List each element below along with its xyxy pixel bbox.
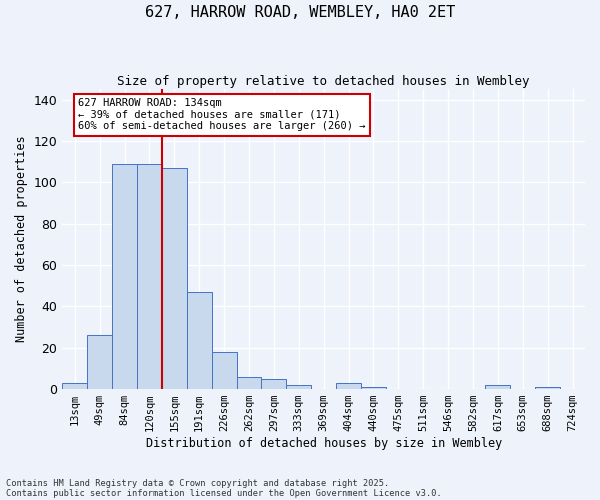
Bar (87, 336, 112, 389)
Bar (286, 385, 311, 389)
Bar (162, 168, 187, 389)
Bar (187, 292, 212, 389)
Bar (535, 387, 560, 389)
Text: 627, HARROW ROAD, WEMBLEY, HA0 2ET: 627, HARROW ROAD, WEMBLEY, HA0 2ET (145, 5, 455, 20)
Bar (112, 164, 137, 389)
Bar (262, 378, 286, 389)
Title: Size of property relative to detached houses in Wembley: Size of property relative to detached ho… (118, 75, 530, 88)
Text: 627 HARROW ROAD: 134sqm
← 39% of detached houses are smaller (171)
60% of semi-d: 627 HARROW ROAD: 134sqm ← 39% of detache… (78, 98, 365, 132)
Bar (236, 376, 262, 389)
Bar (137, 164, 162, 389)
Bar (361, 387, 386, 389)
Bar (336, 383, 361, 389)
Text: Contains public sector information licensed under the Open Government Licence v3: Contains public sector information licen… (6, 488, 442, 498)
Text: Contains HM Land Registry data © Crown copyright and database right 2025.: Contains HM Land Registry data © Crown c… (6, 478, 389, 488)
Bar (212, 352, 236, 389)
Bar (485, 385, 511, 389)
X-axis label: Distribution of detached houses by size in Wembley: Distribution of detached houses by size … (146, 437, 502, 450)
Bar (62, 383, 87, 389)
Y-axis label: Number of detached properties: Number of detached properties (15, 136, 28, 342)
